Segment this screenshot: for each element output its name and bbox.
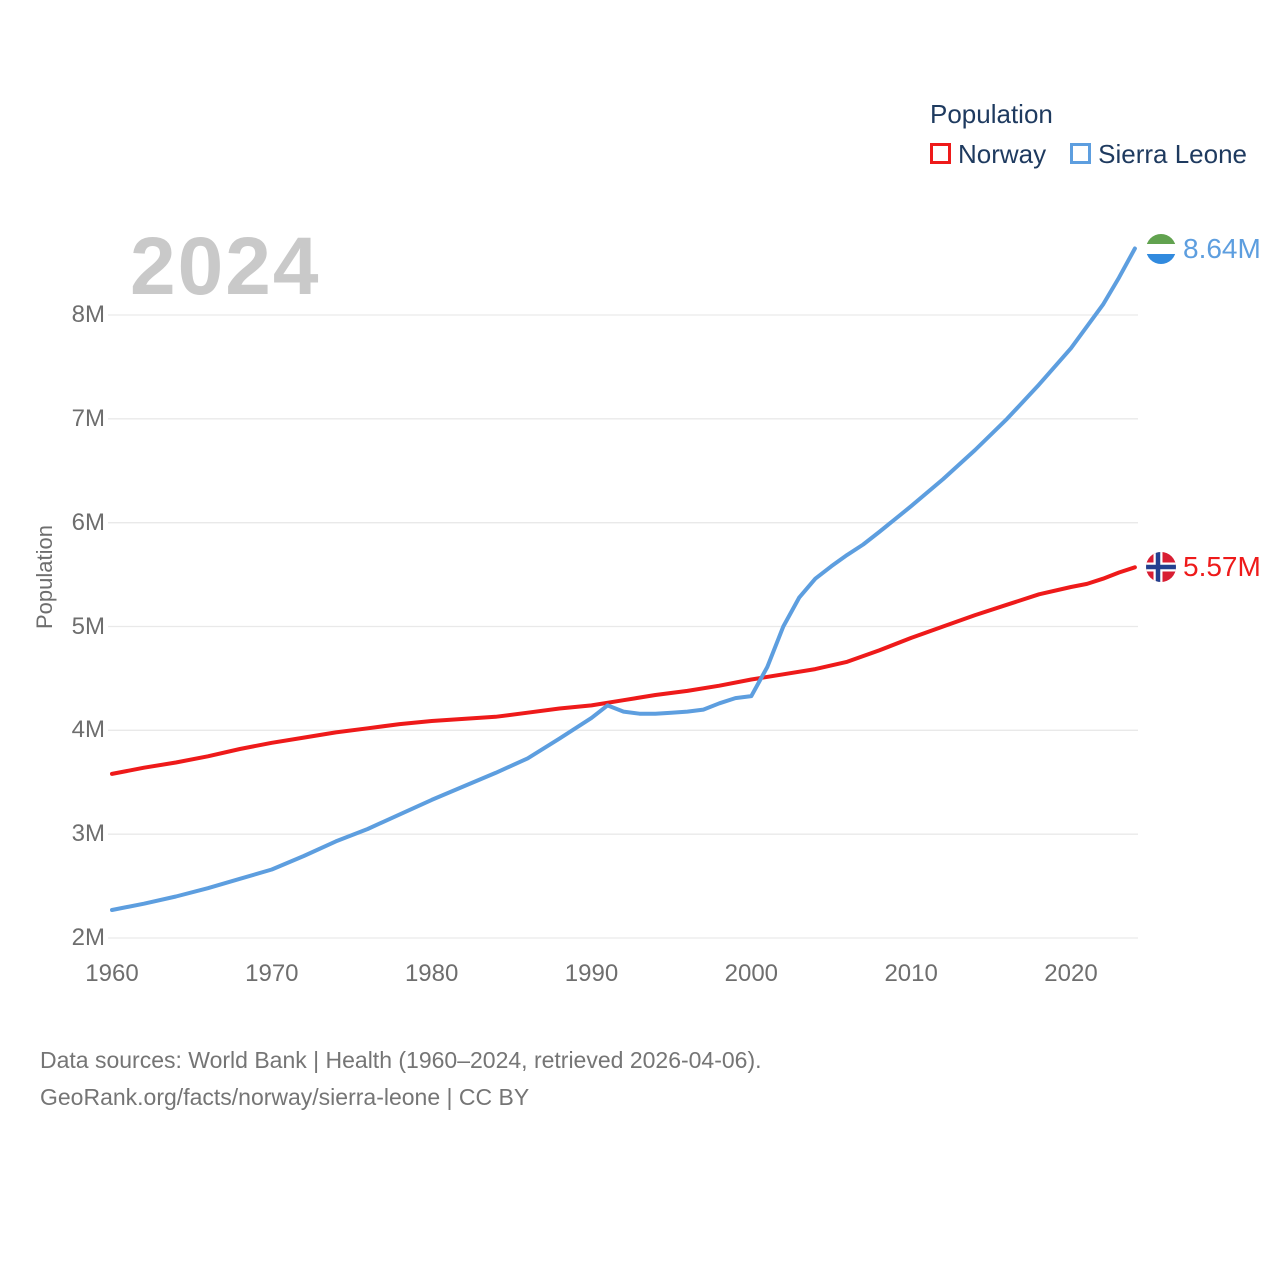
attribution-line: GeoRank.org/facts/norway/sierra-leone | … <box>40 1084 530 1110</box>
data-sources-line: Data sources: World Bank | Health (1960–… <box>40 1047 762 1073</box>
x-tick-label: 1980 <box>404 960 459 987</box>
x-tick-label: 1960 <box>85 960 139 987</box>
legend-item-norway[interactable]: Norway <box>930 141 1046 167</box>
gridlines <box>108 314 1138 939</box>
y-tick-label: 6M <box>71 508 105 536</box>
sierra-leone-end-value: 8.64M <box>1183 232 1261 264</box>
sierra-leone-end-label: 8.64M <box>1146 232 1261 264</box>
sierra-leone-swatch-icon <box>1070 143 1092 165</box>
year-watermark: 2024 <box>130 221 321 312</box>
sierra-leone-series-line <box>110 246 1137 912</box>
x-tick-label: 2000 <box>724 960 779 987</box>
legend-item-sierra-leone[interactable]: Sierra Leone <box>1070 141 1247 167</box>
norway-flag-icon <box>1146 552 1176 583</box>
legend-item-label: Norway <box>958 138 1047 169</box>
y-tick-label: 3M <box>71 820 105 848</box>
legend: Population Norway Sierra Leone <box>930 100 1247 167</box>
sierra-leone-flag-icon <box>1146 233 1176 264</box>
norway-series-line <box>110 565 1137 776</box>
legend-items: Norway Sierra Leone <box>930 141 1247 167</box>
x-tick-label: 2020 <box>1044 960 1098 987</box>
y-tick-label: 2M <box>71 924 105 951</box>
norway-end-value: 5.57M <box>1183 551 1261 583</box>
x-tick-label: 1970 <box>245 960 299 987</box>
y-tick-label: 7M <box>71 404 105 432</box>
y-tick-label: 5M <box>71 612 105 640</box>
y-tick-label: 4M <box>71 716 105 744</box>
x-tick-label: 2010 <box>884 960 938 987</box>
y-tick-label: 8M <box>71 301 105 328</box>
x-tick-label: 1990 <box>564 960 619 987</box>
norway-swatch-icon <box>930 143 951 165</box>
legend-item-label: Sierra Leone <box>1098 138 1248 169</box>
legend-title: Population <box>930 99 1053 129</box>
norway-end-label: 5.57M <box>1146 551 1261 583</box>
footer: Data sources: World Bank | Health (1960–… <box>40 1042 762 1116</box>
